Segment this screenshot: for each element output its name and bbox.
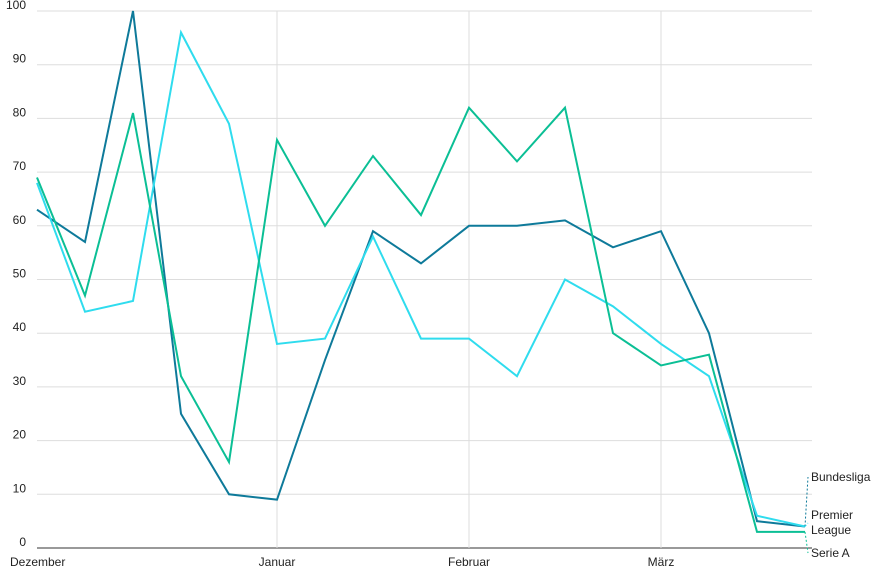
y-tick-label: 100 <box>6 0 26 12</box>
y-tick-label: 80 <box>13 105 27 119</box>
x-tick-label: März <box>648 555 675 569</box>
legend-label: Premier League <box>811 508 854 537</box>
y-tick-label: 70 <box>13 159 27 173</box>
y-tick-label: 10 <box>13 481 27 495</box>
legend-leader <box>804 476 809 527</box>
series-line <box>36 29 806 528</box>
x-tick-label: Januar <box>259 555 296 569</box>
x-tick-label: Februar <box>448 555 490 569</box>
legend-label: Bundesliga <box>811 469 871 484</box>
x-tick-label: Dezember <box>10 555 65 569</box>
y-tick-label: 20 <box>13 428 27 442</box>
legend-leader <box>804 522 809 527</box>
y-tick-label: 50 <box>13 267 27 281</box>
y-tick-label: 0 <box>19 535 26 549</box>
y-tick-label: 40 <box>13 320 27 334</box>
y-tick-label: 30 <box>13 374 27 388</box>
series-line <box>36 10 806 528</box>
y-tick-label: 60 <box>13 213 27 227</box>
legend-label: Serie A <box>811 545 850 560</box>
legend-leader <box>804 531 809 554</box>
series-line <box>36 105 805 533</box>
y-tick-label: 90 <box>13 52 27 66</box>
